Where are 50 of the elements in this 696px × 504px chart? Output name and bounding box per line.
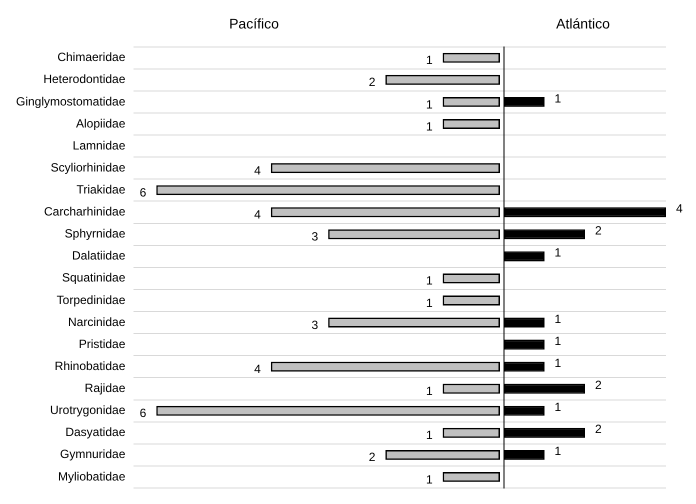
y-tick-label: Scyliorhinidae — [50, 160, 126, 174]
y-tick-label: Heterodontidae — [43, 72, 126, 86]
y-tick-label: Sphyrnidae — [64, 226, 126, 241]
data-label: 2 — [595, 224, 602, 238]
data-label: 6 — [140, 186, 147, 200]
y-tick-label: Lamnidae — [72, 138, 126, 152]
data-label: 1 — [554, 356, 562, 370]
data-label: 3 — [311, 318, 318, 332]
data-label: 3 — [311, 230, 318, 244]
data-label: 1 — [554, 312, 562, 326]
y-tick-label: Dasyatidae — [65, 425, 126, 440]
y-tick-label: Alopiidae — [76, 116, 126, 130]
data-label: 4 — [254, 163, 262, 178]
y-tick-label: Carcharhinidae — [44, 204, 126, 219]
data-label: 1 — [554, 246, 562, 260]
data-label: 1 — [426, 428, 434, 442]
y-tick-label: Pristidae — [78, 336, 126, 351]
data-label: 1 — [426, 296, 434, 310]
data-label: 4 — [254, 362, 262, 376]
data-label: 1 — [426, 384, 434, 398]
data-label: 2 — [368, 450, 376, 464]
y-tick-label: Torpedinidae — [56, 292, 126, 307]
data-label: 1 — [426, 119, 434, 134]
data-label: 1 — [554, 334, 562, 348]
data-label: 1 — [554, 400, 562, 414]
y-tick-label: Rajidae — [84, 381, 126, 396]
data-label: 6 — [140, 406, 147, 420]
data-label: 1 — [554, 91, 562, 106]
y-tick-label: Gymnuridae — [60, 447, 126, 462]
data-label: 1 — [426, 53, 434, 68]
y-tick-label: Triakidae — [76, 182, 126, 197]
data-label: 1 — [554, 444, 562, 458]
data-label: 1 — [426, 472, 434, 486]
y-tick-label: Squatinidae — [62, 270, 126, 285]
y-tick-label: Dalatiidae — [72, 248, 126, 263]
chart-title: Atlántico — [556, 15, 610, 32]
chart-title: Pacífico — [229, 15, 280, 32]
data-label: 2 — [595, 378, 602, 392]
data-label: 4 — [254, 208, 262, 222]
y-tick-label: Urotrygonidae — [50, 403, 126, 418]
y-tick-label: Narcinidae — [68, 314, 126, 329]
y-tick-label: Rhinobatidae — [54, 358, 126, 373]
data-label: 2 — [595, 422, 602, 436]
data-label: 2 — [368, 75, 376, 90]
y-tick-label: Chimaeridae — [57, 50, 126, 64]
y-tick-label: Myliobatidae — [58, 469, 126, 484]
data-label: 1 — [426, 274, 434, 288]
y-tick-label: Ginglymostomatidae — [16, 94, 126, 108]
data-label: 1 — [426, 97, 434, 112]
data-label: 4 — [676, 202, 683, 216]
